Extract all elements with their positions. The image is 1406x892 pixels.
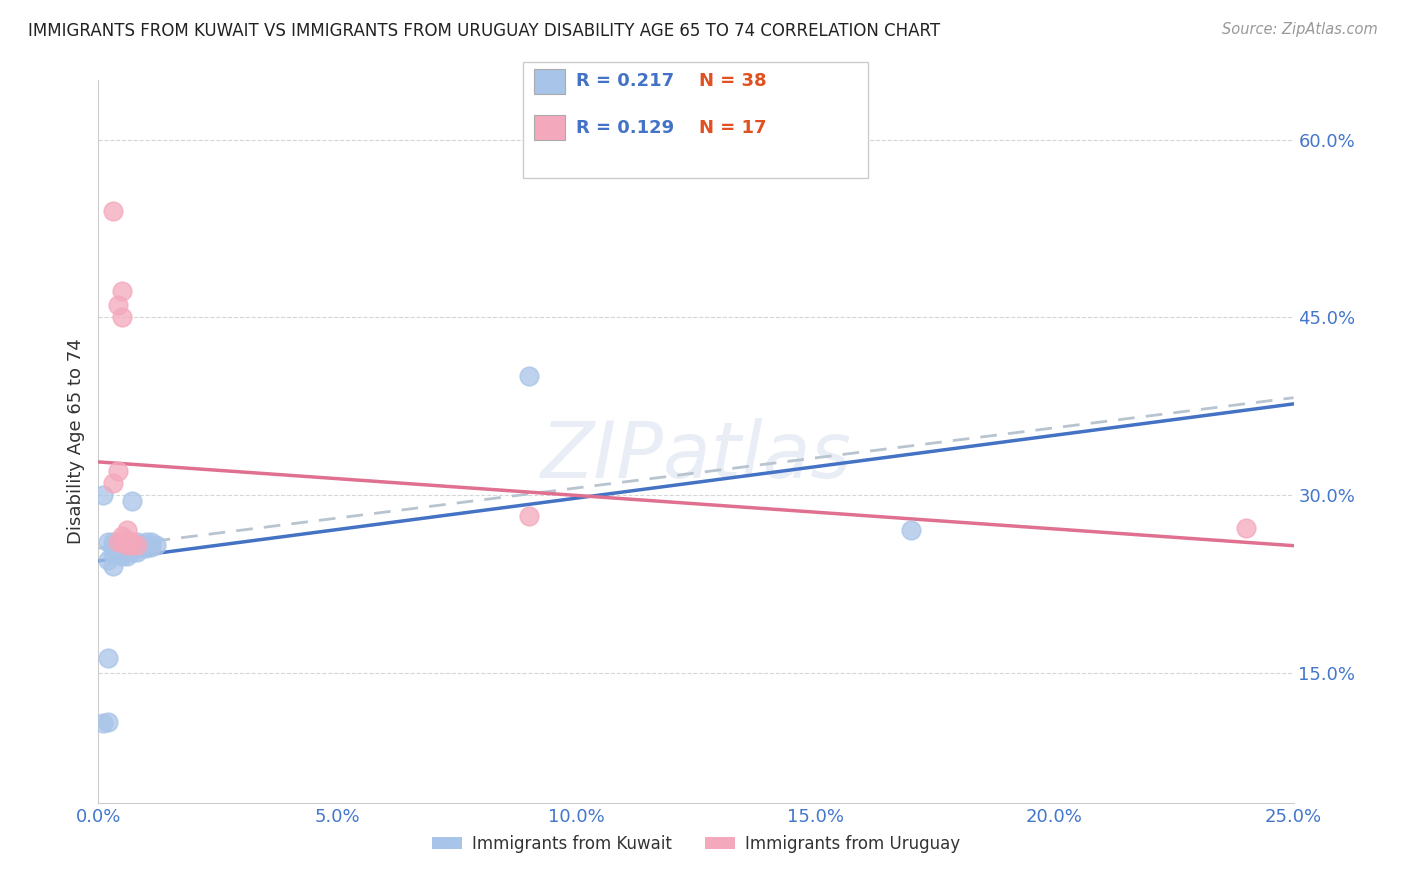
Point [91, 716, 114, 731]
Point [97, 715, 120, 730]
Point [115, 544, 138, 558]
Point [101, 535, 124, 549]
Text: R = 0.217: R = 0.217 [576, 72, 675, 90]
Point [121, 544, 143, 558]
Point [101, 475, 124, 490]
Point [101, 547, 124, 561]
Point [125, 544, 148, 558]
Point [97, 553, 120, 567]
Point [135, 538, 157, 552]
Point [111, 547, 134, 561]
Point [131, 541, 153, 556]
Point [111, 541, 134, 556]
Point [121, 538, 143, 552]
Point [1234, 521, 1257, 535]
Point [111, 284, 134, 298]
Text: N = 17: N = 17 [699, 119, 766, 136]
Point [125, 541, 148, 556]
Point [107, 535, 129, 549]
Point [131, 538, 153, 552]
Point [115, 549, 138, 564]
Point [111, 529, 134, 543]
Point [139, 535, 162, 549]
Point [91, 488, 114, 502]
Point [517, 369, 540, 384]
Y-axis label: Disability Age 65 to 74: Disability Age 65 to 74 [66, 339, 84, 544]
Point [115, 524, 138, 538]
Point [121, 541, 143, 556]
Point [101, 203, 124, 218]
Point [111, 535, 134, 549]
Point [115, 538, 138, 552]
Text: N = 38: N = 38 [699, 72, 766, 90]
Point [135, 541, 157, 556]
Point [97, 651, 120, 665]
Point [121, 538, 143, 552]
Text: IMMIGRANTS FROM KUWAIT VS IMMIGRANTS FROM URUGUAY DISABILITY AGE 65 TO 74 CORREL: IMMIGRANTS FROM KUWAIT VS IMMIGRANTS FRO… [28, 22, 941, 40]
Text: Source: ZipAtlas.com: Source: ZipAtlas.com [1222, 22, 1378, 37]
Point [107, 535, 129, 549]
Point [115, 538, 138, 552]
Point [900, 524, 922, 538]
Point [111, 549, 134, 564]
Point [125, 535, 148, 549]
Point [121, 493, 143, 508]
Point [101, 541, 124, 556]
Point [115, 541, 138, 556]
Point [97, 535, 120, 549]
Point [107, 298, 129, 312]
Point [121, 535, 143, 549]
Point [107, 541, 129, 556]
Point [145, 538, 167, 552]
Point [115, 533, 138, 547]
Point [107, 464, 129, 478]
Point [125, 538, 148, 552]
Text: ZIPatlas: ZIPatlas [540, 418, 852, 494]
Point [135, 535, 157, 549]
Point [139, 540, 162, 554]
Point [107, 547, 129, 561]
Point [517, 509, 540, 524]
Point [111, 541, 134, 556]
Point [111, 310, 134, 325]
Legend: Immigrants from Kuwait, Immigrants from Uruguay: Immigrants from Kuwait, Immigrants from … [425, 828, 967, 860]
Point [101, 558, 124, 573]
Text: R = 0.129: R = 0.129 [576, 119, 675, 136]
